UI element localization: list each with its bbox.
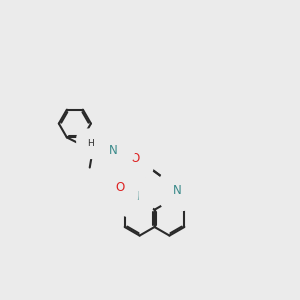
Text: H: H: [124, 188, 132, 198]
Text: N: N: [109, 144, 118, 157]
Text: O: O: [115, 181, 124, 194]
Text: H: H: [87, 139, 94, 148]
Text: H: H: [181, 182, 188, 192]
Text: N: N: [173, 184, 182, 197]
Text: N: N: [131, 190, 140, 203]
Text: O: O: [130, 152, 140, 164]
Text: H: H: [116, 142, 123, 152]
